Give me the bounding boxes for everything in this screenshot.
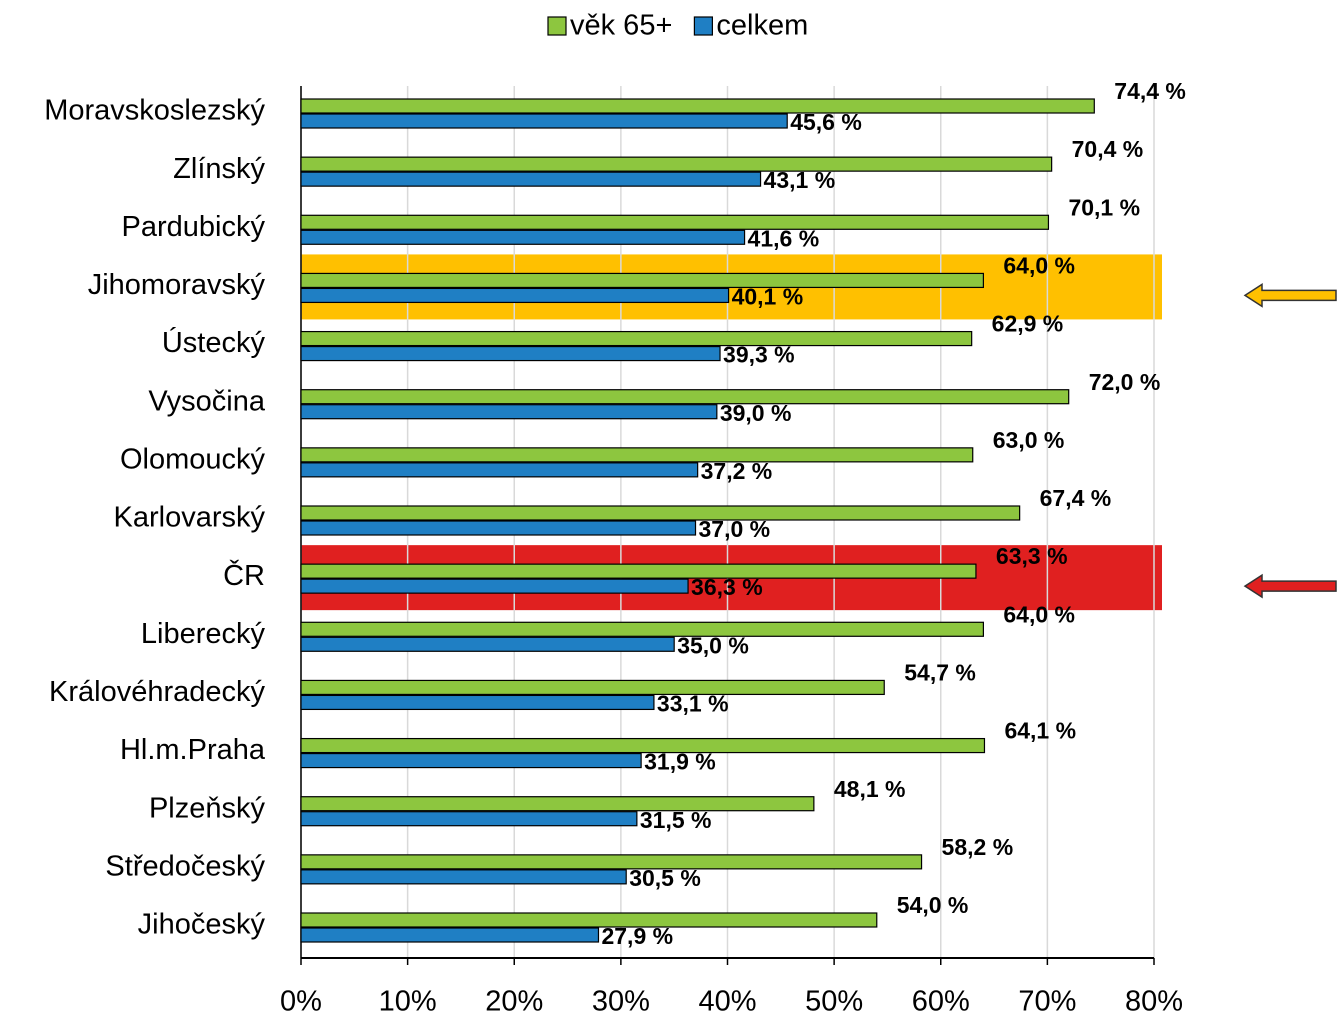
highlight-arrow bbox=[1243, 283, 1337, 308]
y-tick-label: Ústecký bbox=[162, 326, 266, 359]
bar bbox=[300, 679, 885, 696]
x-tick-label: 80% bbox=[1125, 986, 1183, 1018]
bar bbox=[300, 621, 985, 637]
y-tick-label: Jihočeský bbox=[138, 909, 266, 941]
bar bbox=[300, 563, 977, 579]
data-label: 33,1 % bbox=[657, 691, 729, 717]
data-label: 54,0 % bbox=[897, 892, 969, 918]
data-label: 31,5 % bbox=[640, 807, 712, 833]
data-label: 62,9 % bbox=[992, 311, 1064, 337]
data-label: 36,3 % bbox=[691, 574, 763, 600]
data-label: 48,1 % bbox=[834, 776, 906, 802]
bar bbox=[300, 214, 1050, 230]
bar bbox=[300, 113, 788, 129]
x-tick-label: 30% bbox=[592, 986, 650, 1018]
legend-label: věk 65+ bbox=[570, 10, 672, 42]
data-label: 39,0 % bbox=[720, 400, 792, 426]
bar bbox=[300, 389, 1070, 405]
legend-swatch bbox=[547, 16, 567, 36]
bar bbox=[300, 447, 974, 463]
y-tick-label: Zlínský bbox=[173, 153, 265, 185]
data-label: 64,0 % bbox=[1003, 253, 1075, 279]
bar bbox=[300, 229, 746, 245]
data-label: 64,0 % bbox=[1003, 601, 1075, 627]
bar bbox=[300, 578, 689, 594]
data-label: 37,2 % bbox=[701, 458, 773, 484]
x-tick-label: 50% bbox=[805, 986, 863, 1018]
y-tick-label: Jihomoravský bbox=[88, 269, 266, 301]
x-tick-label: 10% bbox=[379, 986, 437, 1018]
data-label: 45,6 % bbox=[790, 109, 862, 135]
data-label: 63,0 % bbox=[993, 427, 1065, 453]
bar bbox=[300, 171, 762, 187]
data-label: 39,3 % bbox=[723, 342, 795, 368]
y-tick-label: Hl.m.Praha bbox=[120, 734, 266, 766]
bar bbox=[300, 737, 986, 754]
bar bbox=[300, 462, 699, 478]
data-label: 70,4 % bbox=[1072, 136, 1144, 162]
bar bbox=[300, 796, 815, 812]
bar bbox=[300, 345, 721, 362]
y-tick-label: Liberecký bbox=[141, 618, 266, 650]
y-tick-label: ČR bbox=[223, 558, 265, 592]
x-tick-label: 20% bbox=[485, 986, 543, 1018]
y-tick-label: Středočeský bbox=[105, 851, 265, 883]
highlight-arrow bbox=[1243, 573, 1337, 599]
x-tick-label: 0% bbox=[280, 986, 322, 1018]
data-label: 58,2 % bbox=[942, 834, 1014, 860]
bar bbox=[300, 287, 730, 304]
x-tick-label: 40% bbox=[698, 986, 756, 1018]
legend-swatch bbox=[693, 16, 713, 36]
bar bbox=[300, 156, 1053, 172]
bar bbox=[300, 869, 627, 885]
bar bbox=[300, 98, 1095, 114]
data-label: 63,3 % bbox=[996, 543, 1068, 569]
bar bbox=[300, 330, 973, 347]
data-label: 74,4 % bbox=[1114, 78, 1186, 104]
data-label: 30,5 % bbox=[629, 865, 701, 891]
legend-label: celkem bbox=[716, 10, 808, 42]
bar bbox=[300, 927, 600, 943]
data-label: 31,9 % bbox=[644, 749, 716, 775]
data-label: 70,1 % bbox=[1068, 194, 1140, 220]
data-label: 27,9 % bbox=[601, 923, 673, 949]
data-label: 40,1 % bbox=[732, 284, 804, 310]
y-tick-label: Moravskoslezský bbox=[44, 95, 265, 127]
y-tick-label: Olomoucký bbox=[120, 444, 266, 476]
bar bbox=[300, 811, 638, 827]
data-label: 37,0 % bbox=[699, 516, 771, 542]
bar bbox=[300, 912, 878, 928]
data-label: 54,7 % bbox=[904, 660, 976, 686]
y-tick-label: Královéhradecký bbox=[49, 676, 265, 708]
x-tick-label: 60% bbox=[912, 986, 970, 1018]
bar bbox=[300, 505, 1021, 521]
data-label: 67,4 % bbox=[1040, 485, 1112, 511]
y-tick-label: Plzeňský bbox=[149, 792, 266, 824]
bar bbox=[300, 404, 718, 420]
data-label: 72,0 % bbox=[1089, 369, 1161, 395]
bar bbox=[300, 272, 985, 289]
data-label: 35,0 % bbox=[677, 632, 749, 658]
x-tick-label: 70% bbox=[1018, 986, 1076, 1018]
y-tick-label: Pardubický bbox=[122, 211, 266, 243]
data-label: 41,6 % bbox=[748, 225, 820, 251]
bar bbox=[300, 694, 655, 711]
bar bbox=[300, 854, 923, 870]
y-tick-label: Karlovarský bbox=[114, 502, 266, 534]
bar bbox=[300, 636, 675, 652]
bar bbox=[300, 752, 642, 769]
y-tick-label: Vysočina bbox=[148, 385, 265, 417]
data-label: 43,1 % bbox=[764, 167, 836, 193]
data-label: 64,1 % bbox=[1004, 718, 1076, 744]
bar bbox=[300, 520, 697, 536]
